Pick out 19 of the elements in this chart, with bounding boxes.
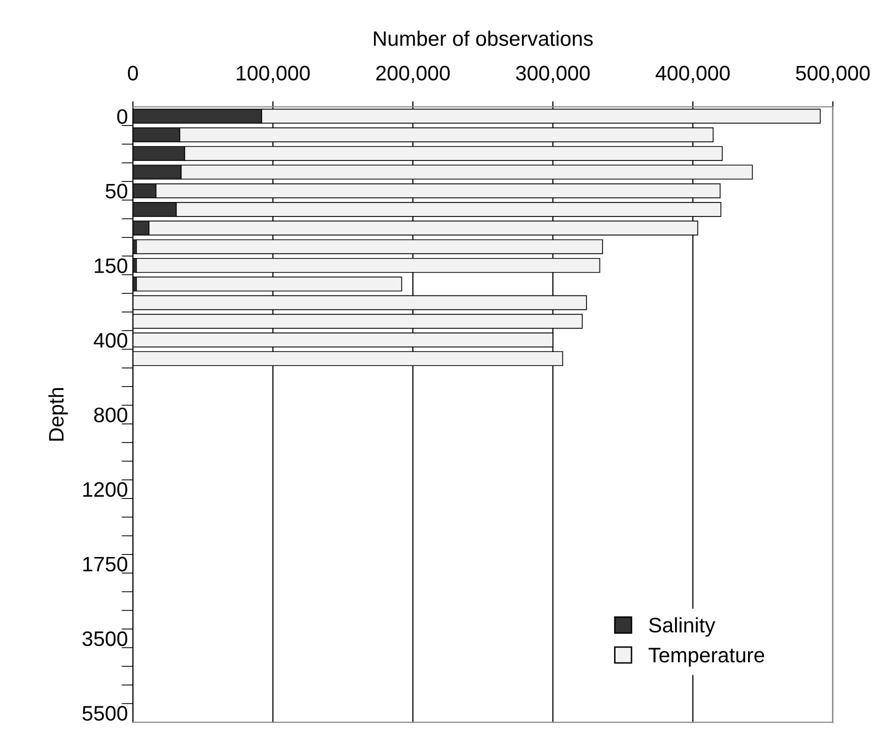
y-tick-label: 800 — [94, 408, 128, 422]
x-tick-label: 0 — [128, 66, 138, 81]
y-tick-label: 1200 — [83, 482, 128, 497]
x-tick-label: 500,000 — [796, 66, 870, 83]
y-tick-label: 0 — [117, 109, 128, 124]
y-tick-label: 400 — [94, 332, 128, 348]
x-tick-label: 300,000 — [516, 66, 590, 83]
legend-label: Salinity — [649, 617, 716, 637]
y-tick-label: 50 — [106, 184, 128, 199]
y-axis-title: Depth — [48, 388, 68, 441]
legend-label: Temperature — [648, 648, 764, 667]
y-tick-label: 150 — [94, 258, 128, 274]
x-tick-label: 400,000 — [656, 66, 730, 83]
y-tick-label: 5500 — [82, 706, 128, 721]
x-tick-label: 200,000 — [376, 66, 450, 83]
x-tick-label: 100,000 — [236, 66, 310, 83]
y-tick-label: 3500 — [82, 631, 128, 646]
y-tick-label: 1750 — [83, 556, 128, 572]
x-axis-title: Number of observations — [374, 30, 593, 46]
